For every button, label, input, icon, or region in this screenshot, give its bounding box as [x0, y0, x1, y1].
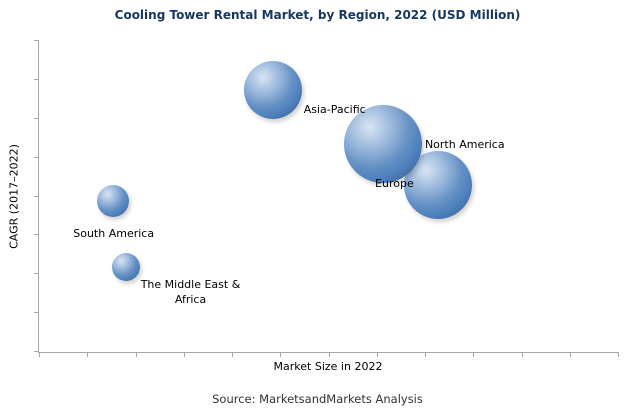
y-axis-tick	[34, 234, 38, 236]
bubble-label-north-america: North America	[424, 137, 505, 151]
y-axis-tick	[34, 351, 38, 352]
bubble-label-europe: Europe	[375, 177, 414, 191]
x-axis-tick	[39, 353, 40, 357]
source-attribution: Source: MarketsandMarkets Analysis	[212, 392, 423, 406]
y-axis-tick	[34, 78, 38, 80]
bubble-north-america	[343, 104, 422, 183]
x-axis-tick	[280, 353, 282, 357]
y-axis-title: CAGR (2017–2022)	[7, 144, 21, 249]
y-axis-tick	[34, 273, 38, 275]
bubble-the-middle-east-africa	[112, 253, 140, 282]
plot-area: Asia-Pacific Europe North America South Ame…	[34, 40, 619, 357]
bubble-label-the-middle-east-africa: The Middle East & Africa	[140, 278, 241, 307]
x-axis-tick	[183, 353, 185, 357]
x-axis-tick	[87, 353, 89, 357]
x-axis-tick	[425, 353, 426, 357]
x-axis-tick	[135, 353, 137, 357]
bubble-label-asia-pacific: Asia-Pacific	[303, 102, 366, 116]
y-axis-tick	[34, 40, 38, 41]
bubble-south-america	[97, 184, 130, 217]
y-axis-tick	[34, 195, 38, 197]
y-axis-tick	[34, 117, 38, 119]
x-axis-tick	[618, 353, 619, 357]
x-axis-title: Market Size in 2022	[273, 360, 383, 373]
y-axis-tick	[34, 312, 38, 314]
bubble-asia-pacific	[243, 60, 302, 119]
bubble-label-south-america: South America	[73, 226, 155, 240]
y-axis-tick	[34, 156, 38, 158]
x-axis-tick	[569, 353, 571, 357]
x-axis-tick	[232, 353, 233, 357]
chart-title: Cooling Tower Rental Market, by Region, …	[114, 8, 521, 22]
x-axis-tick	[473, 353, 475, 357]
x-axis-tick	[328, 353, 330, 357]
x-axis-tick	[521, 353, 523, 357]
x-axis-tick	[376, 353, 378, 357]
